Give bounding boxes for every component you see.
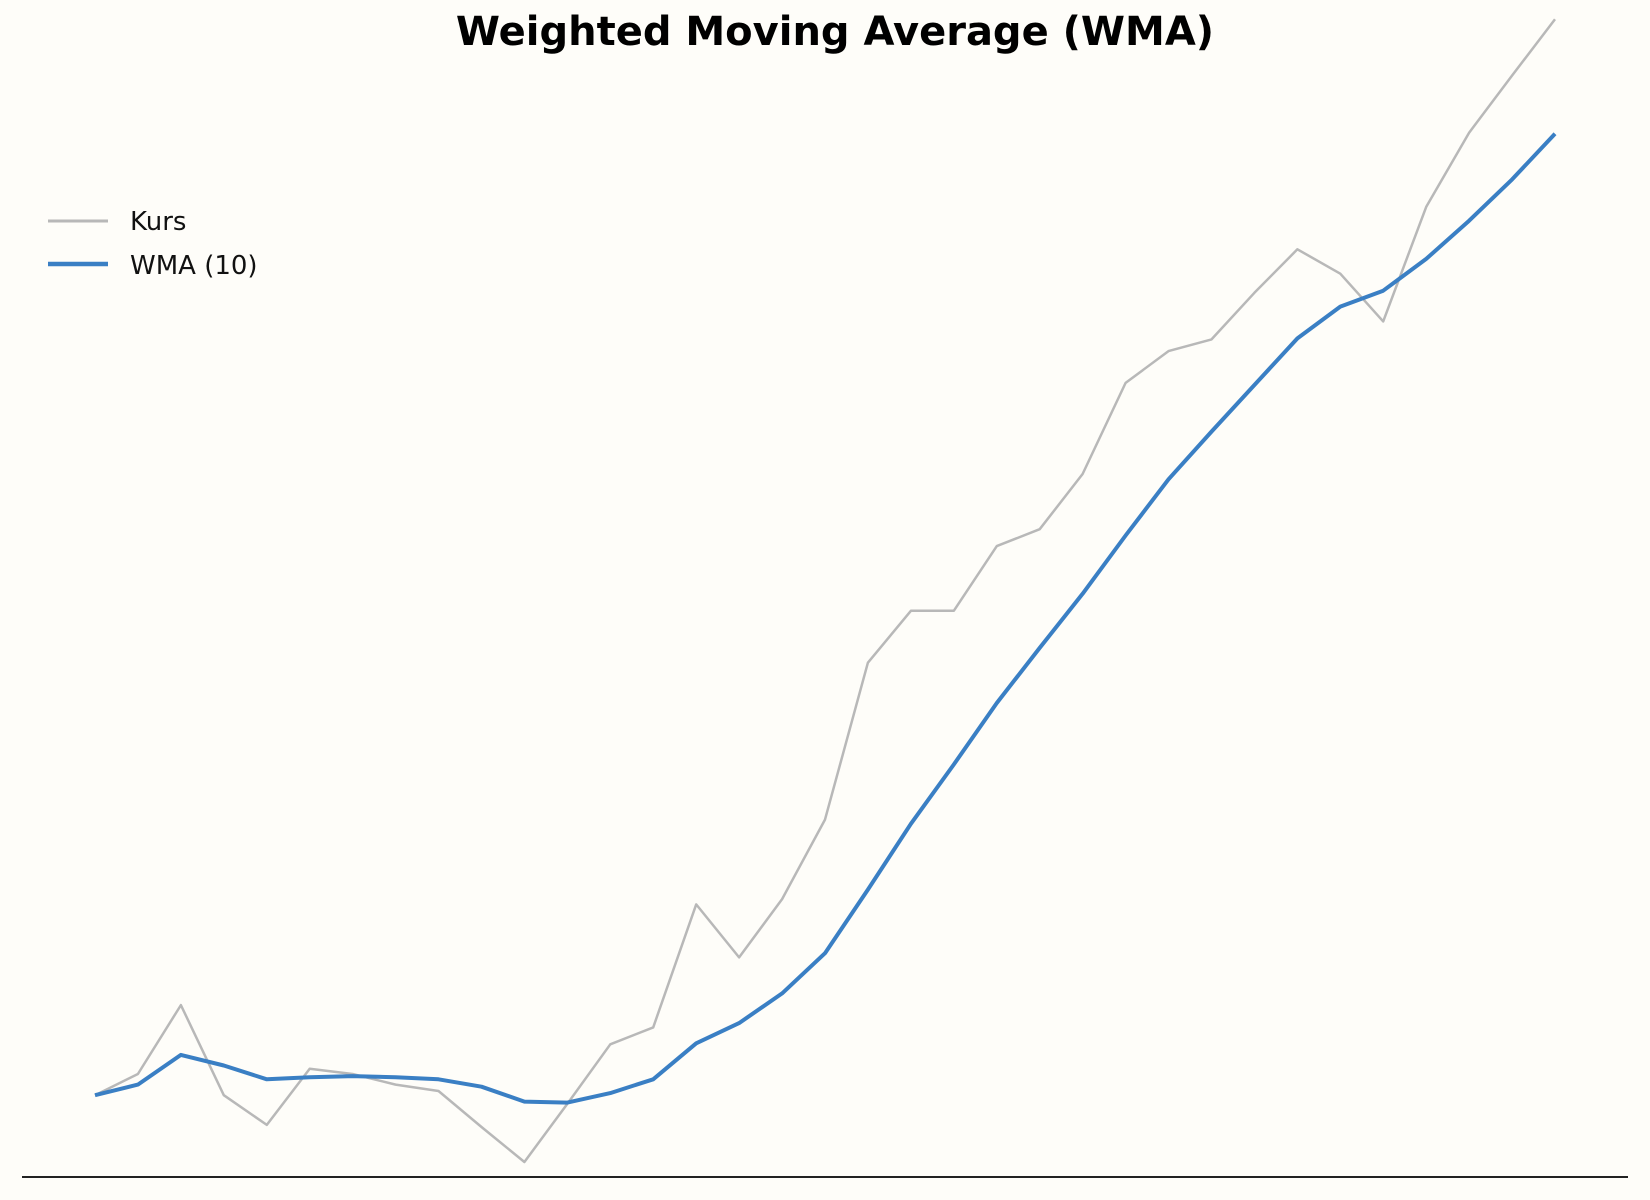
chart-title: Weighted Moving Average (WMA) xyxy=(456,9,1214,55)
series-line-kurs xyxy=(94,18,1556,1164)
legend-label-wma: WMA (10) xyxy=(130,251,258,281)
legend-label-kurs: Kurs xyxy=(130,207,186,237)
series-line-wma-10 xyxy=(94,132,1557,1105)
plot-area xyxy=(94,18,1557,1164)
legend: Kurs WMA (10) xyxy=(48,207,258,281)
